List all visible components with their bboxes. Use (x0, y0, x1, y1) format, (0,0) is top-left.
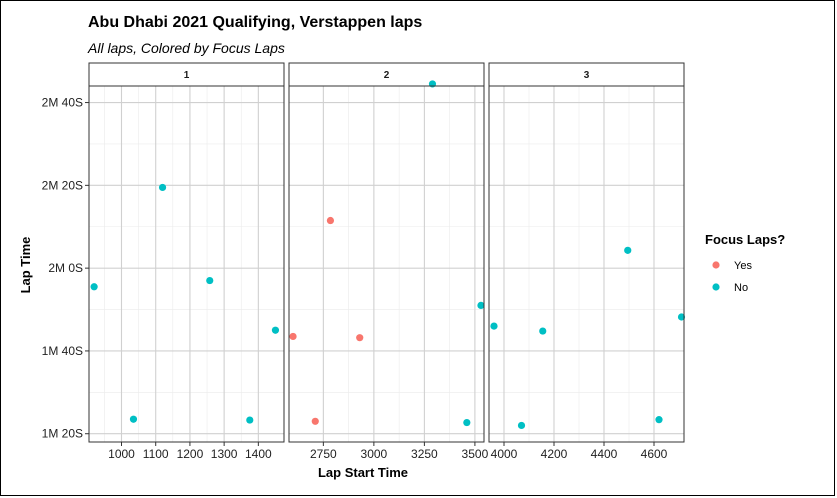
facet-strip-label: 3 (584, 70, 590, 81)
chart-subtitle: All laps, Colored by Focus Laps (87, 40, 285, 56)
legend-label-no: No (734, 282, 748, 294)
data-point (677, 313, 686, 321)
y-axis: 1M 20S 1M 40S 2M 0S 2M 20S 2M 40S (42, 96, 89, 441)
data-point (158, 183, 167, 192)
y-tick-label: 1M 40S (42, 344, 83, 358)
y-tick-label: 2M 0S (48, 261, 83, 275)
x-axis-title: Lap Start Time (318, 465, 408, 480)
x-tick-label: 2750 (310, 447, 337, 461)
facet-panel-2: 2 2750 3000 3250 3500 (288, 62, 489, 461)
data-point (326, 216, 335, 225)
x-tick-label: 3000 (361, 447, 388, 461)
x-tick-label: 4600 (641, 447, 668, 461)
facet-strip-label: 2 (384, 70, 390, 81)
facet-panel-1: 1 1000 1100 1200 1300 1400 (88, 62, 285, 461)
x-tick-label: 3250 (411, 447, 438, 461)
x-tick-label: 4000 (491, 447, 518, 461)
data-point (90, 283, 98, 291)
data-point (463, 418, 471, 427)
data-point (477, 301, 485, 309)
panel-background (289, 86, 484, 442)
legend-title: Focus Laps? (705, 232, 785, 247)
panel-background (89, 86, 284, 442)
panel-border (288, 85, 485, 443)
y-tick-label: 2M 40S (42, 96, 83, 110)
data-point (289, 332, 297, 341)
x-tick-label: 3500 (462, 447, 489, 461)
data-point (539, 327, 547, 335)
x-tick-label: 1100 (143, 447, 169, 461)
x-tick-label: 1000 (108, 447, 135, 461)
y-tick-label: 1M 20S (42, 427, 83, 441)
x-tick-label: 1400 (245, 447, 272, 461)
data-point (356, 334, 364, 342)
facet-strip-label: 1 (184, 70, 190, 81)
legend-label-yes: Yes (734, 260, 752, 272)
facet-panel-3: 3 4000 4200 4400 4600 (488, 62, 686, 461)
facet-panels: 1 1000 1100 1200 1300 1400 2 2750 3000 3250 3500 3 4… (88, 62, 686, 461)
data-point (311, 417, 319, 425)
data-point (271, 326, 280, 334)
y-axis-title: Lap Time (18, 237, 33, 294)
x-tick-label: 4200 (541, 447, 568, 461)
x-tick-label: 4400 (591, 447, 618, 461)
data-point (490, 322, 498, 330)
panel-background (489, 86, 684, 442)
data-point (206, 276, 214, 285)
legend-key-yes (712, 261, 720, 269)
data-point (129, 415, 138, 423)
legend-key-no (712, 283, 720, 291)
panel-border (88, 85, 285, 443)
y-tick-label: 2M 20S (42, 178, 83, 192)
data-point (246, 416, 254, 424)
data-point (624, 246, 632, 254)
x-tick-label: 1200 (177, 447, 204, 461)
chart-title: Abu Dhabi 2021 Qualifying, Verstappen la… (88, 14, 422, 31)
legend: Focus Laps? Yes No (705, 232, 785, 294)
data-point (655, 416, 663, 424)
x-tick-label: 1300 (211, 447, 238, 461)
data-point (517, 421, 526, 430)
panel-border (488, 85, 685, 443)
